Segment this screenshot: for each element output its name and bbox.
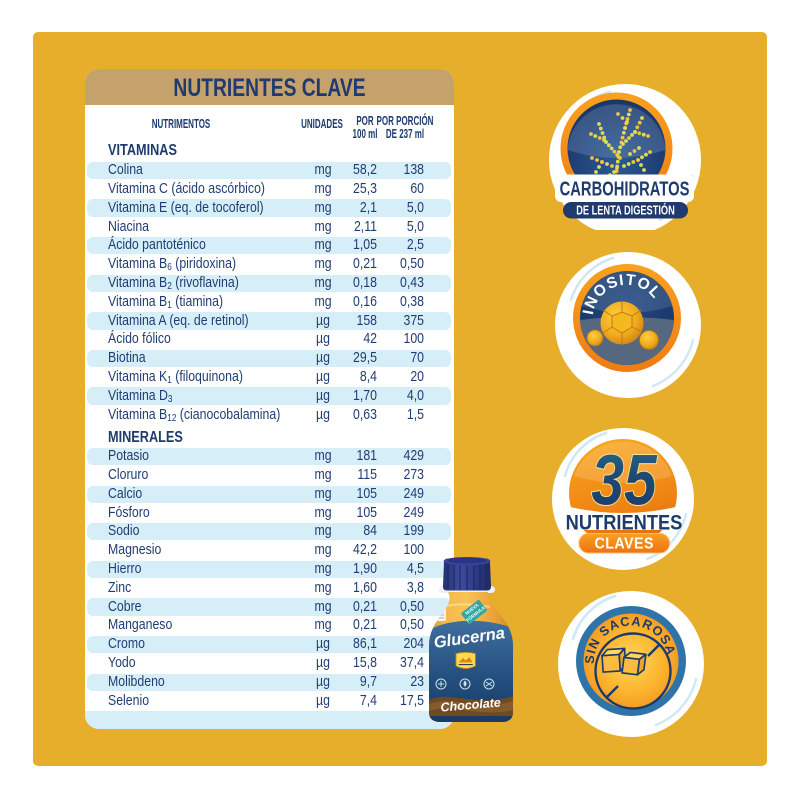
svg-text:CARBOHIDRATOS: CARBOHIDRATOS [560,177,690,200]
svg-text:CLAVES: CLAVES [594,536,653,553]
svg-text:Chocolate: Chocolate [440,695,501,714]
svg-text:DE LENTA DIGESTIÓN: DE LENTA DIGESTIÓN [576,203,675,218]
svg-text:35: 35 [591,440,658,520]
svg-text:NUTRIENTES: NUTRIENTES [566,511,683,534]
